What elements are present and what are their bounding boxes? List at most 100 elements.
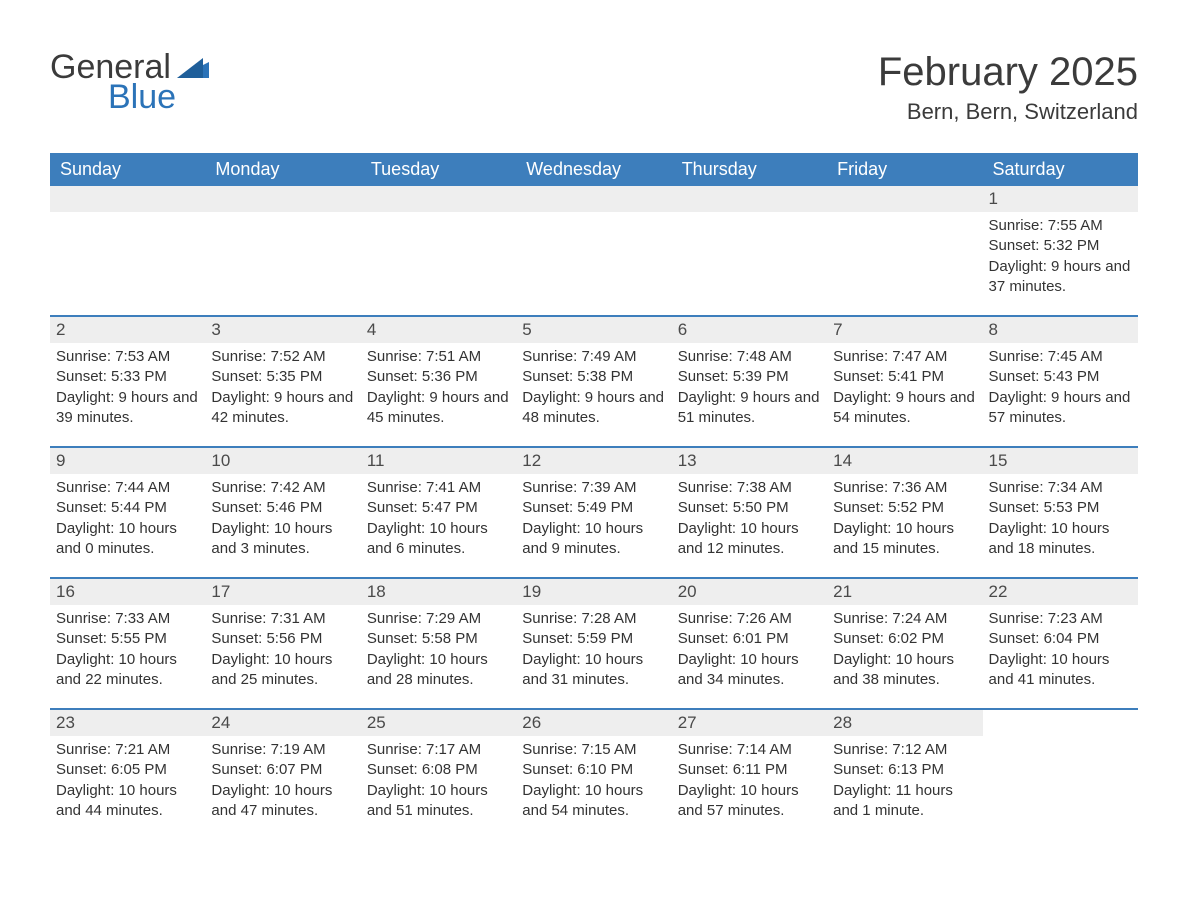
sunrise: Sunrise: 7:33 AM bbox=[56, 609, 199, 629]
day-number: 11 bbox=[361, 448, 516, 474]
day-cell: 22Sunrise: 7:23 AMSunset: 6:04 PMDayligh… bbox=[983, 579, 1138, 708]
daylight: Daylight: 10 hours and 12 minutes. bbox=[678, 519, 821, 560]
day-cell: 6 Sunrise: 7:48 AMSunset: 5:39 PMDaylight… bbox=[672, 317, 827, 446]
sunset: Sunset: 5:59 PM bbox=[522, 629, 665, 649]
sunrise: Sunrise: 7:55 AM bbox=[989, 216, 1132, 236]
week-row: 1Sunrise: 7:55 AMSunset: 5:32 PMDaylight… bbox=[50, 186, 1138, 315]
day-details: Sunrise: 7:38 AMSunset: 5:50 PMDaylight:… bbox=[678, 478, 821, 559]
day-number: 26 bbox=[516, 710, 671, 736]
daylight: Daylight: 10 hours and 41 minutes. bbox=[989, 650, 1132, 691]
empty-day-bar bbox=[827, 186, 982, 212]
day-number: 28 bbox=[827, 710, 982, 736]
day-cell: 5Sunrise: 7:49 AMSunset: 5:38 PMDaylight… bbox=[516, 317, 671, 446]
sunset: Sunset: 5:36 PM bbox=[367, 367, 510, 387]
day-cell: 9 Sunrise: 7:44 AMSunset: 5:44 PMDaylight… bbox=[50, 448, 205, 577]
day-number: 7 bbox=[827, 317, 982, 343]
empty-day-bar bbox=[361, 186, 516, 212]
daylight: Daylight: 9 hours and 57 minutes. bbox=[989, 388, 1132, 429]
daylight: Daylight: 10 hours and 15 minutes. bbox=[833, 519, 976, 560]
day-cell: 28Sunrise: 7:12 AMSunset: 6:13 PMDayligh… bbox=[827, 710, 982, 839]
daylight: Daylight: 10 hours and 28 minutes. bbox=[367, 650, 510, 691]
sunrise: Sunrise: 7:41 AM bbox=[367, 478, 510, 498]
daylight: Daylight: 10 hours and 0 minutes. bbox=[56, 519, 199, 560]
sunset: Sunset: 6:05 PM bbox=[56, 760, 199, 780]
sunrise: Sunrise: 7:31 AM bbox=[211, 609, 354, 629]
sunrise: Sunrise: 7:47 AM bbox=[833, 347, 976, 367]
sunset: Sunset: 5:43 PM bbox=[989, 367, 1132, 387]
sunset: Sunset: 6:01 PM bbox=[678, 629, 821, 649]
sunset: Sunset: 5:32 PM bbox=[989, 236, 1132, 256]
day-number: 9 bbox=[50, 448, 205, 474]
daylight: Daylight: 10 hours and 51 minutes. bbox=[367, 781, 510, 822]
sunset: Sunset: 5:39 PM bbox=[678, 367, 821, 387]
day-number: 18 bbox=[361, 579, 516, 605]
sunset: Sunset: 5:55 PM bbox=[56, 629, 199, 649]
sunrise: Sunrise: 7:14 AM bbox=[678, 740, 821, 760]
day-cell: 16Sunrise: 7:33 AMSunset: 5:55 PMDayligh… bbox=[50, 579, 205, 708]
daylight: Daylight: 10 hours and 57 minutes. bbox=[678, 781, 821, 822]
day-cell: 1Sunrise: 7:55 AMSunset: 5:32 PMDaylight… bbox=[983, 186, 1138, 315]
day-cell: 12Sunrise: 7:39 AMSunset: 5:49 PMDayligh… bbox=[516, 448, 671, 577]
sunset: Sunset: 6:04 PM bbox=[989, 629, 1132, 649]
sunset: Sunset: 5:53 PM bbox=[989, 498, 1132, 518]
day-details: Sunrise: 7:42 AMSunset: 5:46 PMDaylight:… bbox=[211, 478, 354, 559]
day-cell bbox=[672, 186, 827, 315]
day-cell: 4Sunrise: 7:51 AMSunset: 5:36 PMDaylight… bbox=[361, 317, 516, 446]
day-details: Sunrise: 7:49 AMSunset: 5:38 PMDaylight:… bbox=[522, 347, 665, 428]
day-of-week-header: Sunday Monday Tuesday Wednesday Thursday… bbox=[50, 153, 1138, 186]
day-details: Sunrise: 7:14 AMSunset: 6:11 PMDaylight:… bbox=[678, 740, 821, 821]
daylight: Daylight: 10 hours and 22 minutes. bbox=[56, 650, 199, 691]
day-details: Sunrise: 7:19 AMSunset: 6:07 PMDaylight:… bbox=[211, 740, 354, 821]
sunrise: Sunrise: 7:15 AM bbox=[522, 740, 665, 760]
sunset: Sunset: 5:46 PM bbox=[211, 498, 354, 518]
week-row: 23 Sunrise: 7:21 AMSunset: 6:05 PMDayligh… bbox=[50, 708, 1138, 839]
day-cell: 18Sunrise: 7:29 AMSunset: 5:58 PMDayligh… bbox=[361, 579, 516, 708]
sunset: Sunset: 5:44 PM bbox=[56, 498, 199, 518]
daylight: Daylight: 9 hours and 51 minutes. bbox=[678, 388, 821, 429]
day-details: Sunrise: 7:23 AMSunset: 6:04 PMDaylight:… bbox=[989, 609, 1132, 690]
day-cell: 14Sunrise: 7:36 AMSunset: 5:52 PMDayligh… bbox=[827, 448, 982, 577]
sunset: Sunset: 5:56 PM bbox=[211, 629, 354, 649]
daylight: Daylight: 10 hours and 25 minutes. bbox=[211, 650, 354, 691]
sunset: Sunset: 6:02 PM bbox=[833, 629, 976, 649]
sunrise: Sunrise: 7:38 AM bbox=[678, 478, 821, 498]
sunset: Sunset: 5:49 PM bbox=[522, 498, 665, 518]
sunrise: Sunrise: 7:39 AM bbox=[522, 478, 665, 498]
day-number: 21 bbox=[827, 579, 982, 605]
day-cell: 26 Sunrise: 7:15 AMSunset: 6:10 PMDayligh… bbox=[516, 710, 671, 839]
day-number: 23 bbox=[50, 710, 205, 736]
sunset: Sunset: 6:13 PM bbox=[833, 760, 976, 780]
day-cell: 20Sunrise: 7:26 AMSunset: 6:01 PMDayligh… bbox=[672, 579, 827, 708]
daylight: Daylight: 10 hours and 3 minutes. bbox=[211, 519, 354, 560]
day-cell bbox=[983, 710, 1138, 839]
sunrise: Sunrise: 7:51 AM bbox=[367, 347, 510, 367]
day-details: Sunrise: 7:15 AMSunset: 6:10 PMDaylight:… bbox=[522, 740, 665, 821]
month-title: February 2025 bbox=[878, 50, 1138, 95]
day-details: Sunrise: 7:52 AMSunset: 5:35 PMDaylight:… bbox=[211, 347, 354, 428]
day-details: Sunrise: 7:21 AMSunset: 6:05 PMDaylight:… bbox=[56, 740, 199, 821]
week-row: 9Sunrise: 7:44 AMSunset: 5:44 PMDaylight… bbox=[50, 446, 1138, 577]
location: Bern, Bern, Switzerland bbox=[878, 99, 1138, 125]
day-cell: 24 Sunrise: 7:19 AMSunset: 6:07 PMDayligh… bbox=[205, 710, 360, 839]
day-number: 10 bbox=[205, 448, 360, 474]
day-details: Sunrise: 7:53 AMSunset: 5:33 PMDaylight:… bbox=[56, 347, 199, 428]
sunrise: Sunrise: 7:52 AM bbox=[211, 347, 354, 367]
day-number: 19 bbox=[516, 579, 671, 605]
dow-wednesday: Wednesday bbox=[516, 153, 671, 186]
sunset: Sunset: 6:11 PM bbox=[678, 760, 821, 780]
sunrise: Sunrise: 7:36 AM bbox=[833, 478, 976, 498]
day-number: 13 bbox=[672, 448, 827, 474]
dow-thursday: Thursday bbox=[672, 153, 827, 186]
day-number: 24 bbox=[205, 710, 360, 736]
daylight: Daylight: 10 hours and 9 minutes. bbox=[522, 519, 665, 560]
sunrise: Sunrise: 7:12 AM bbox=[833, 740, 976, 760]
dow-tuesday: Tuesday bbox=[361, 153, 516, 186]
day-number: 6 bbox=[672, 317, 827, 343]
empty-day-bar bbox=[516, 186, 671, 212]
day-cell bbox=[205, 186, 360, 315]
sunrise: Sunrise: 7:48 AM bbox=[678, 347, 821, 367]
day-number: 27 bbox=[672, 710, 827, 736]
day-details: Sunrise: 7:39 AMSunset: 5:49 PMDaylight:… bbox=[522, 478, 665, 559]
daylight: Daylight: 10 hours and 47 minutes. bbox=[211, 781, 354, 822]
sunrise: Sunrise: 7:44 AM bbox=[56, 478, 199, 498]
